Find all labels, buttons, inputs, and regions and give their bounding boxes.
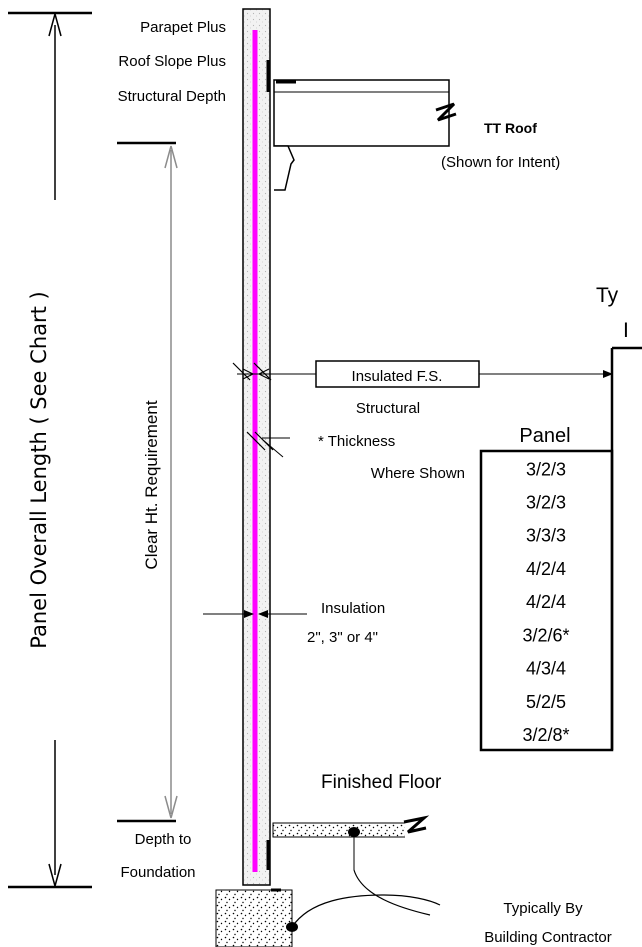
panel-table-row: 5/2/5 [526, 692, 566, 712]
typical-heading-partial: Ty [596, 284, 619, 307]
panel-table-row: 3/3/3 [526, 526, 566, 546]
structural-thickness-callout: Structural * Thickness Where Shown [246, 400, 465, 482]
insulation-label: Insulation [321, 600, 385, 617]
typical-heading-partial-2: I [623, 319, 629, 342]
panel-table-rows: 3/2/3 3/2/3 3/3/3 4/2/4 4/2/4 3/2/6* 4/3/4 5/2/… [522, 459, 569, 745]
typically-by-label: Typically By [503, 900, 583, 917]
finished-floor-label: Finished Floor [321, 772, 442, 793]
insulation-thickness-label: 2", 3" or 4" [307, 629, 378, 646]
parapet-label: Parapet Plus Roof Slope Plus Structural … [118, 19, 226, 105]
wall-panel [242, 8, 271, 886]
overall-length-dimension: Panel Overall Length ( See Chart ) [8, 11, 92, 889]
panel-table-row: 4/2/4 [526, 559, 566, 579]
building-contractor-label: Building Contractor [484, 929, 612, 946]
panel-table: Panel 3/2/3 3/2/3 3/3/3 4/2/4 4/2/4 3/2/6* 4/3… [479, 346, 642, 752]
foundation-footing [215, 888, 441, 947]
depth-label: Depth to [135, 831, 192, 848]
panel-table-row: 3/2/8* [522, 725, 569, 745]
parapet-line-2: Roof Slope Plus [118, 53, 226, 70]
foundation-label: Foundation [120, 864, 195, 881]
insulation-callout: Insulation 2", 3" or 4" [203, 600, 385, 646]
parapet-line-3: Structural Depth [118, 88, 226, 105]
panel-table-row: 3/2/6* [522, 625, 569, 645]
panel-table-row: 3/2/3 [526, 459, 566, 479]
panel-table-header: Panel [519, 425, 570, 447]
tt-roof-label: TT Roof [484, 120, 537, 136]
shown-for-intent-label: (Shown for Intent) [441, 154, 560, 171]
parapet-line-1: Parapet Plus [140, 19, 226, 36]
overall-length-label: Panel Overall Length ( See Chart ) [27, 291, 51, 648]
insulated-fs-callout: Insulated F.S. [232, 360, 613, 388]
clear-height-label: Clear Ht. Requirement [142, 400, 161, 569]
finished-floor: Finished Floor [272, 772, 442, 916]
clear-height-dimension: Clear Ht. Requirement [117, 141, 178, 823]
panel-table-row: 4/3/4 [526, 659, 566, 679]
where-shown-label: Where Shown [371, 465, 465, 482]
panel-table-row: 4/2/4 [526, 592, 566, 612]
thickness-label: * Thickness [318, 433, 395, 450]
panel-table-row: 3/2/3 [526, 492, 566, 512]
structural-label: Structural [356, 400, 420, 417]
tt-roof: TT Roof (Shown for Intent) [273, 79, 560, 191]
insulated-fs-label: Insulated F.S. [352, 368, 443, 385]
